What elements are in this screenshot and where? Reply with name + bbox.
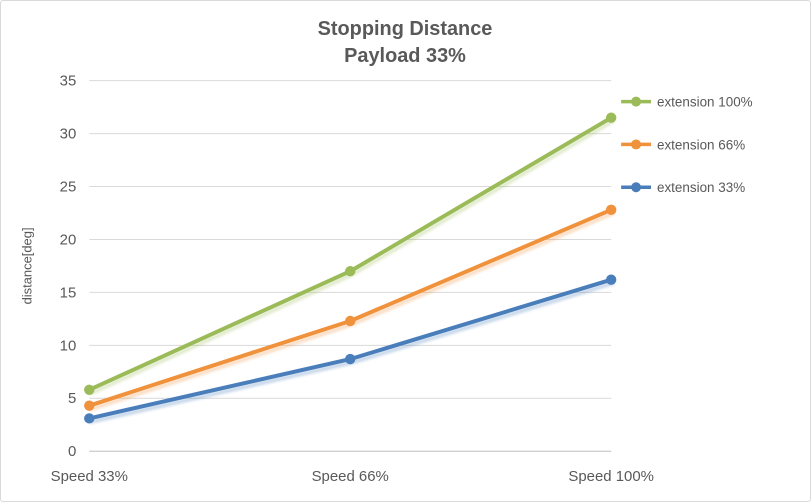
x-category-label: Speed 100% bbox=[568, 468, 654, 485]
legend-item: extension 100% bbox=[621, 95, 753, 110]
legend-marker bbox=[631, 182, 642, 193]
x-category-label: Speed 33% bbox=[51, 468, 128, 485]
legend-marker bbox=[631, 139, 642, 150]
legend-item: extension 66% bbox=[621, 137, 745, 152]
y-tick-label: 20 bbox=[60, 231, 77, 248]
y-axis-title: distance[deg] bbox=[19, 227, 34, 304]
data-point-marker bbox=[345, 266, 356, 277]
legend-label: extension 33% bbox=[657, 180, 745, 195]
chart-title-line2: Payload 33% bbox=[344, 45, 466, 67]
data-point-marker bbox=[605, 274, 617, 285]
data-point-marker bbox=[605, 204, 617, 216]
y-tick-label: 35 bbox=[60, 73, 77, 90]
series-line bbox=[87, 277, 614, 421]
y-tick-label: 5 bbox=[68, 390, 76, 407]
legend-item: extension 33% bbox=[621, 180, 745, 195]
y-tick-label: 25 bbox=[60, 179, 77, 196]
data-point-marker bbox=[345, 315, 356, 327]
data-point-marker bbox=[84, 384, 95, 395]
chart-legend: extension 100% extension 66% extension 33% bbox=[621, 95, 753, 195]
y-tick-label: 0 bbox=[68, 443, 76, 460]
data-point-marker bbox=[84, 400, 95, 411]
legend-label: extension 100% bbox=[657, 95, 753, 110]
legend-marker bbox=[631, 96, 642, 107]
legend-label: extension 66% bbox=[657, 137, 745, 152]
y-tick-label: 30 bbox=[60, 126, 77, 143]
y-tick-label: 15 bbox=[60, 284, 77, 301]
data-point-marker bbox=[84, 413, 95, 424]
series-line bbox=[87, 115, 614, 392]
chart-title-line1: Stopping Distance bbox=[318, 18, 493, 40]
y-tick-label: 10 bbox=[60, 337, 77, 354]
data-point-marker bbox=[605, 112, 617, 123]
data-point-marker bbox=[345, 353, 356, 365]
plot-area: 0 5 10 15 20 25 30 35 Speed 33% Speed 66% Speed 10… bbox=[51, 73, 654, 485]
x-category-label: Speed 66% bbox=[312, 468, 389, 485]
